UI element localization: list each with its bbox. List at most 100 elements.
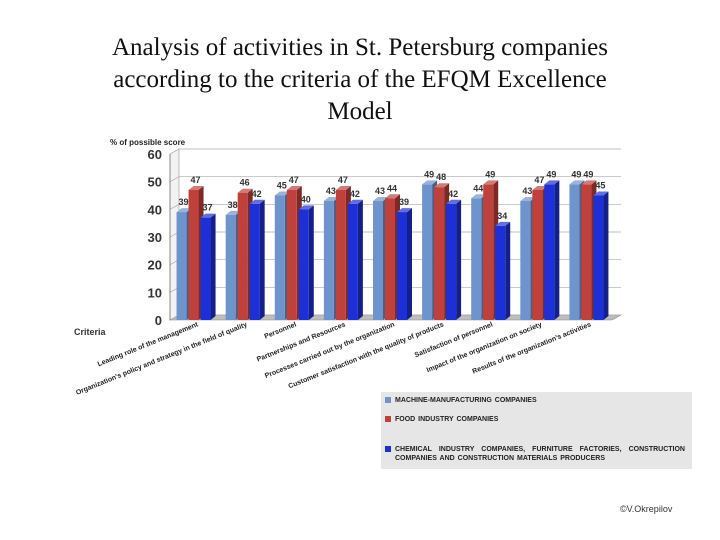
- data-label: 38: [228, 200, 238, 210]
- y-tick-label: 10: [148, 285, 162, 300]
- bar-top-chemical: [495, 221, 511, 226]
- bar-top-chemical: [593, 191, 609, 196]
- data-label: 45: [595, 181, 605, 191]
- bar-top-food: [286, 185, 302, 190]
- bar-chemical: [446, 203, 457, 320]
- title-line-3: Model: [327, 98, 393, 125]
- bar-chemical: [200, 217, 211, 320]
- bar-top-machine: [520, 197, 536, 202]
- y-tick-label: 40: [148, 202, 162, 217]
- bar-side-chemical: [357, 199, 363, 320]
- data-label: 43: [375, 186, 385, 196]
- y-tick-label: 50: [148, 175, 162, 190]
- data-label: 47: [191, 175, 201, 185]
- bar-top-chemical: [347, 199, 363, 204]
- bar-machine: [471, 198, 482, 320]
- title-line-2: according to the criteria of the EFQM Ex…: [113, 66, 607, 93]
- bar-top-machine: [569, 180, 585, 185]
- legend-swatch-food: [385, 416, 391, 422]
- bar-machine: [373, 201, 383, 320]
- x-tick-label: Partnerships and Resources: [256, 321, 347, 363]
- bar-chemical: [298, 209, 309, 320]
- data-label: 39: [179, 197, 189, 207]
- bar-side-chemical: [407, 208, 412, 320]
- bar-top-chemical: [397, 208, 412, 213]
- data-label: 39: [399, 197, 409, 207]
- bar-top-food: [188, 185, 204, 190]
- bar-top-machine: [176, 208, 192, 213]
- data-label: 48: [436, 172, 446, 182]
- bar-top-chemical: [298, 205, 314, 210]
- y-tick-label: 30: [148, 230, 162, 245]
- bar-machine: [274, 195, 285, 320]
- bar-side-chemical: [554, 180, 560, 320]
- bar-food: [581, 184, 592, 320]
- data-label: 43: [326, 186, 336, 196]
- bar-food: [335, 189, 346, 320]
- legend-label-chemical: CHEMICAL INDUSTRY COMPANIES, FURNITURE F…: [395, 446, 685, 462]
- x-tick-label: Personnel: [264, 321, 298, 340]
- bar-machine: [520, 201, 531, 320]
- data-label: 42: [350, 189, 360, 199]
- bar-top-food: [335, 185, 351, 190]
- bar-top-chemical: [200, 213, 216, 218]
- data-label: 44: [473, 183, 483, 193]
- bar-machine: [176, 212, 187, 320]
- bar-top-machine: [323, 197, 339, 202]
- bar-chemical: [544, 184, 555, 320]
- data-label: 43: [522, 186, 532, 196]
- data-label: 46: [240, 178, 250, 188]
- bar-machine: [323, 201, 334, 320]
- bar-chemical: [347, 203, 358, 320]
- bar-top-chemical: [249, 199, 265, 204]
- data-label: 47: [534, 175, 544, 185]
- bar-chemical: [397, 212, 407, 320]
- data-label: 47: [338, 175, 348, 185]
- bar-side-chemical: [259, 199, 265, 320]
- bar-side-chemical: [603, 191, 609, 320]
- data-label: 42: [448, 189, 458, 199]
- legend-item-chemical: CHEMICAL INDUSTRY COMPANIES, FURNITURE F…: [385, 445, 685, 463]
- bar-machine: [569, 184, 580, 320]
- bar-food: [434, 187, 445, 320]
- legend-item-food: FOOD INDUSTRY COMPANIES: [385, 415, 685, 424]
- bar-side-chemical: [210, 213, 216, 320]
- bar-side-chemical: [456, 199, 462, 320]
- bar-top-chemical: [446, 199, 462, 204]
- data-label: 42: [252, 189, 262, 199]
- data-label: 47: [289, 175, 299, 185]
- bar-side-chemical: [505, 221, 511, 320]
- bar-food: [385, 198, 395, 320]
- data-label: 49: [485, 169, 495, 179]
- bar-food: [286, 189, 297, 320]
- bar-food: [532, 189, 543, 320]
- bar-top-machine: [373, 197, 388, 202]
- bar-top-food: [532, 185, 548, 190]
- bar-top-food: [385, 194, 400, 199]
- y-tick-label: 60: [148, 147, 162, 162]
- bar-chemical: [593, 195, 604, 320]
- bar-chemical: [495, 225, 506, 320]
- bar-top-chemical: [544, 180, 560, 185]
- bar-top-machine: [225, 210, 241, 215]
- legend-label-machine: MACHINE-MANUFACTURING COMPANIES: [395, 397, 537, 404]
- legend-swatch-machine: [385, 397, 391, 403]
- bar-top-food: [434, 183, 450, 188]
- bar-food: [188, 189, 199, 320]
- legend-label-food: FOOD INDUSTRY COMPANIES: [395, 416, 499, 423]
- y-axis-label: % of possible score: [110, 138, 186, 147]
- slide-title: Analysis of activities in St. Petersburg…: [40, 32, 680, 128]
- data-label: 49: [583, 169, 593, 179]
- data-label: 40: [301, 194, 311, 204]
- bar-chemical: [249, 203, 260, 320]
- bar-machine: [225, 214, 236, 320]
- bar-food: [483, 184, 494, 320]
- gridline: [169, 176, 621, 182]
- data-label: 49: [571, 169, 581, 179]
- bar-top-food: [581, 180, 597, 185]
- legend-item-machine: MACHINE-MANUFACTURING COMPANIES: [385, 396, 685, 405]
- data-label: 44: [387, 183, 397, 193]
- bar-top-food: [237, 188, 253, 193]
- y-tick-label: 0: [155, 313, 162, 328]
